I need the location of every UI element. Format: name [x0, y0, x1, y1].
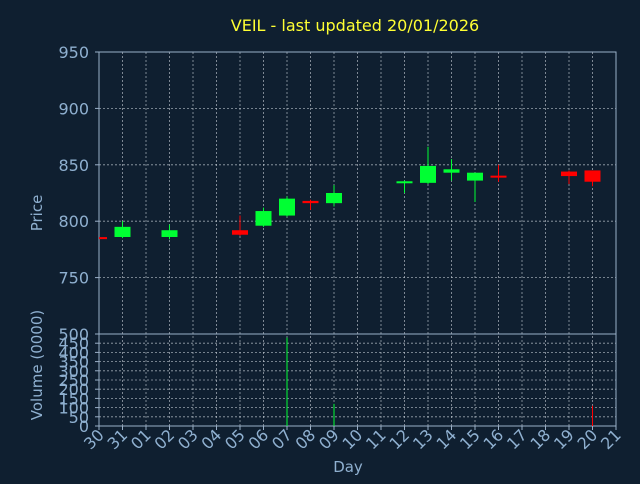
volume-tick-label: 250 — [58, 371, 89, 390]
price-axis-label: Price — [28, 195, 46, 232]
volume-tick-label: 450 — [58, 334, 89, 353]
candle-body — [490, 175, 507, 178]
volume-tick-label: 500 — [58, 325, 89, 344]
volume-tick-label: 0 — [79, 417, 89, 436]
candle-body — [467, 172, 483, 181]
volume-tick-label: 300 — [58, 362, 89, 381]
volume-tick-label: 400 — [58, 343, 89, 362]
candle-body — [584, 170, 601, 182]
x-axis-label: Day — [333, 458, 363, 476]
candle-body — [561, 171, 577, 177]
x-tick-label: 21 — [597, 425, 625, 453]
candle-body — [279, 198, 295, 216]
price-tick-label: 750 — [58, 269, 89, 288]
price-tick-label: 800 — [58, 212, 89, 231]
candle-body — [420, 165, 436, 183]
price-tick-label: 900 — [58, 99, 89, 118]
candle-body — [99, 237, 107, 240]
candle-body — [443, 169, 460, 173]
candle-body — [255, 211, 272, 226]
volume-tick-label: 150 — [58, 389, 89, 408]
candle-body — [326, 193, 342, 204]
chart-title: VEIL - last updated 20/01/2026 — [231, 16, 479, 35]
volume-tick-label: 100 — [58, 399, 89, 418]
candle-body — [302, 200, 319, 204]
volume-tick-label: 350 — [58, 353, 89, 372]
price-tick-label: 950 — [58, 43, 89, 62]
candle-body — [232, 230, 248, 235]
candle-body — [114, 226, 131, 237]
volume-axis-label: Volume (0000) — [28, 310, 46, 420]
candle-body — [396, 181, 413, 184]
candle-body — [161, 230, 178, 237]
price-tick-label: 850 — [58, 156, 89, 175]
volume-tick-label: 50 — [69, 408, 89, 427]
volume-tick-label: 200 — [58, 380, 89, 399]
